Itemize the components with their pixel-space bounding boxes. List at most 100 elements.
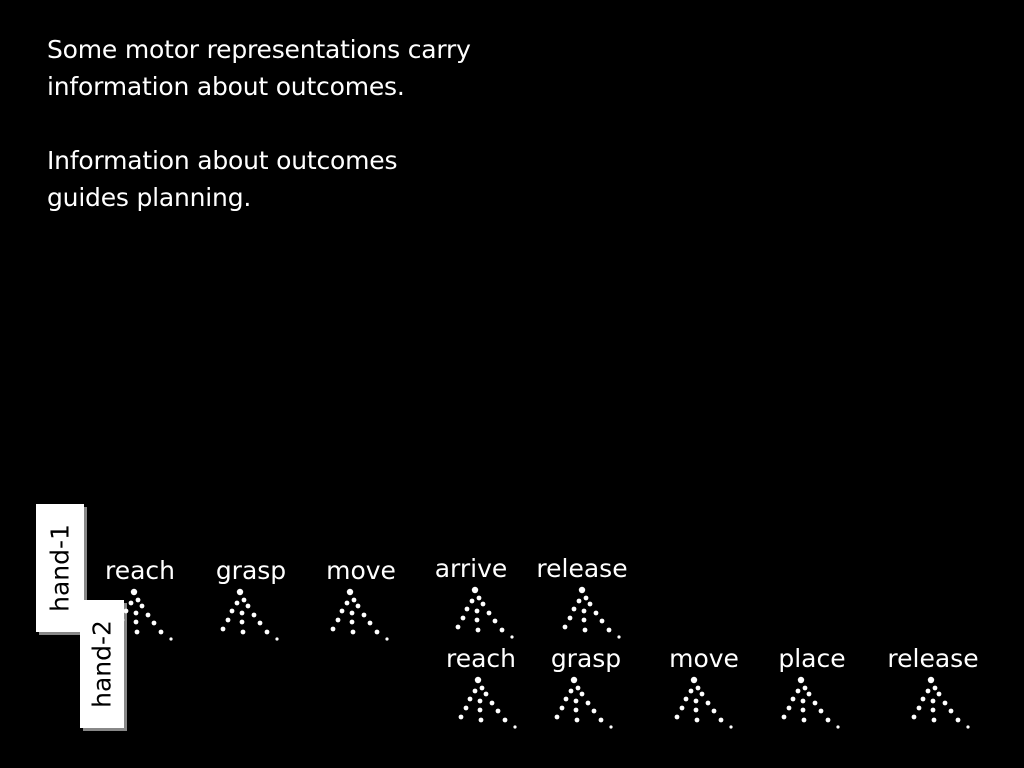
hand-2-reach-cone-dot	[502, 717, 508, 723]
hand-1-arrive-cone-dot	[464, 606, 470, 612]
hand-1-move-cone-dot	[330, 626, 336, 632]
hand-2-grasp-cone-dot	[574, 717, 580, 723]
hand-2-grasp-cone-dot	[570, 676, 578, 684]
hand-1-reach-cone-dot	[139, 603, 145, 609]
hand-1-reach-cone-dot	[134, 629, 140, 635]
statement-outcomes-information: Some motor representations carry informa…	[47, 35, 471, 101]
hand-1-release-cone-dot	[581, 617, 587, 623]
hand-2-reach-cone-dot	[477, 707, 483, 713]
hand-1-release-cone-dot	[617, 635, 621, 639]
hand-1-arrive-cone-icon	[455, 586, 514, 639]
hand-1-action-move: move	[326, 556, 396, 585]
hand-2-action-place: place	[778, 644, 846, 673]
hand-2-grasp-cone-dot	[585, 700, 591, 706]
hand-2-reach-cone-dot	[489, 700, 495, 706]
hand-1-grasp-cone-dot	[225, 617, 231, 623]
hand-1-reach-cone-icon	[114, 588, 173, 641]
hand-1-grasp-cone-dot	[236, 588, 244, 596]
hand-1-release-cone-dot	[567, 615, 573, 621]
hand-1-move-cone-dot	[344, 600, 350, 606]
hand-2-release-cone-dot	[942, 700, 948, 706]
hand-2-reach-cone-dot	[479, 685, 485, 691]
hand-2-reach-cone-dot	[467, 696, 473, 702]
hand-2-label: hand-2	[80, 600, 124, 728]
hand-1-arrive-cone-dot	[460, 615, 466, 621]
hand-2-release-cone-dot	[927, 676, 935, 684]
hand-1-action-grasp: grasp	[215, 556, 287, 585]
hand-2-grasp-cone-dot	[591, 708, 597, 714]
statement-guides-planning: Information about outcomes guides planni…	[47, 146, 398, 212]
hand-2-release-cone-dot	[936, 691, 942, 697]
hand-1-reach-cone-dot	[130, 588, 138, 596]
hand-2-move-cone-dot	[693, 698, 699, 704]
hand-2-place-cone-icon	[781, 676, 840, 729]
hand-1-grasp-cone-dot	[234, 600, 240, 606]
hand-2-place-cone-dot	[797, 676, 805, 684]
hand-2-reach-cone-dot	[483, 691, 489, 697]
hand-1-release-cone-dot	[582, 627, 588, 633]
hand-1-grasp-cone-dot	[275, 637, 279, 641]
hand-2-action-move: move	[669, 644, 739, 673]
hand-2-action-reach: reach	[445, 644, 517, 673]
hand-1-arrive-cone-dot	[492, 618, 498, 624]
hand-2-grasp-cone-dot	[579, 691, 585, 697]
hand-1-move-cone-dot	[339, 608, 345, 614]
hand-1-reach-cone-dot	[114, 626, 120, 632]
hand-2-grasp-cone-dot	[563, 696, 569, 702]
hand-1-release-cone-dot	[571, 606, 577, 612]
hand-2-move-cone-dot	[683, 696, 689, 702]
hand-1-arrive-cone-dot	[474, 608, 480, 614]
hand-2-place-cone-dot	[825, 717, 831, 723]
hand-2-place-cone-dot	[786, 705, 792, 711]
hand-1-grasp-cone-dot	[241, 597, 247, 603]
hand-2-move-cone-dot	[711, 708, 717, 714]
hand-2-reach-cone-dot	[513, 725, 517, 729]
hand-1-release-cone-dot	[576, 598, 582, 604]
hand-2-move-cone-dot	[699, 691, 705, 697]
hand-1-grasp-cone-dot	[239, 610, 245, 616]
hand-1-move-cone-dot	[335, 617, 341, 623]
hand-2-grasp-cone-dot	[573, 698, 579, 704]
hand-2-place-cone-dot	[801, 717, 807, 723]
hand-2-place-cone-dot	[795, 688, 801, 694]
hand-1-move-cone-dot	[351, 597, 357, 603]
hand-2-place-cone-dot	[818, 708, 824, 714]
hand-1-move-cone-dot	[385, 637, 389, 641]
hand-1-action-release: release	[536, 554, 628, 583]
hand-1-move-cone-dot	[349, 610, 355, 616]
hand-1-arrive-cone-dot	[510, 635, 514, 639]
hand-2-place-cone-dot	[812, 700, 818, 706]
hand-1-move-cone-dot	[350, 629, 356, 635]
hand-2-place-cone-dot	[806, 691, 812, 697]
hand-2-release-cone-dot	[932, 685, 938, 691]
hand-1-arrive-cone-dot	[476, 595, 482, 601]
hand-2-reach-cone-dot	[495, 708, 501, 714]
hand-1-action-reach: reach	[104, 556, 176, 585]
hand-1-arrive-cone-dot	[469, 598, 475, 604]
hand-1-grasp-cone-dot	[220, 626, 226, 632]
hand-2-move-cone-dot	[718, 717, 724, 723]
hand-1-release-cone-dot	[606, 627, 612, 633]
hand-2-grasp-cone-dot	[598, 717, 604, 723]
hand-2-reach-cone-icon	[458, 676, 517, 729]
hand-1-label: hand-1	[36, 504, 84, 632]
hand-1-action-arrive: arrive	[434, 554, 508, 583]
hand-2-reach-cone-dot	[478, 717, 484, 723]
hand-1-arrive-cone-dot	[486, 610, 492, 616]
hand-2-release-cone-dot	[916, 705, 922, 711]
hand-1-move-cone-dot	[367, 620, 373, 626]
hand-2-move-cone-dot	[674, 714, 680, 720]
hand-2-reach-cone-dot	[458, 714, 464, 720]
hand-1-arrive-cone-dot	[455, 624, 461, 630]
hand-2-move-cone-dot	[694, 717, 700, 723]
hand-1-reach-cone-dot	[151, 620, 157, 626]
hand-1-reach-cone-dot	[133, 619, 139, 625]
hand-2-grasp-cone-dot	[575, 685, 581, 691]
hand-1-reach-cone-dot	[128, 600, 134, 606]
hand-2-release-cone-dot	[930, 707, 936, 713]
hand-2-move-cone-dot	[705, 700, 711, 706]
hand-2-release-cone-dot	[925, 688, 931, 694]
hand-1-release-cone-dot	[581, 608, 587, 614]
hand-2-release-cone-dot	[930, 698, 936, 704]
hand-2-grasp-cone-dot	[573, 707, 579, 713]
